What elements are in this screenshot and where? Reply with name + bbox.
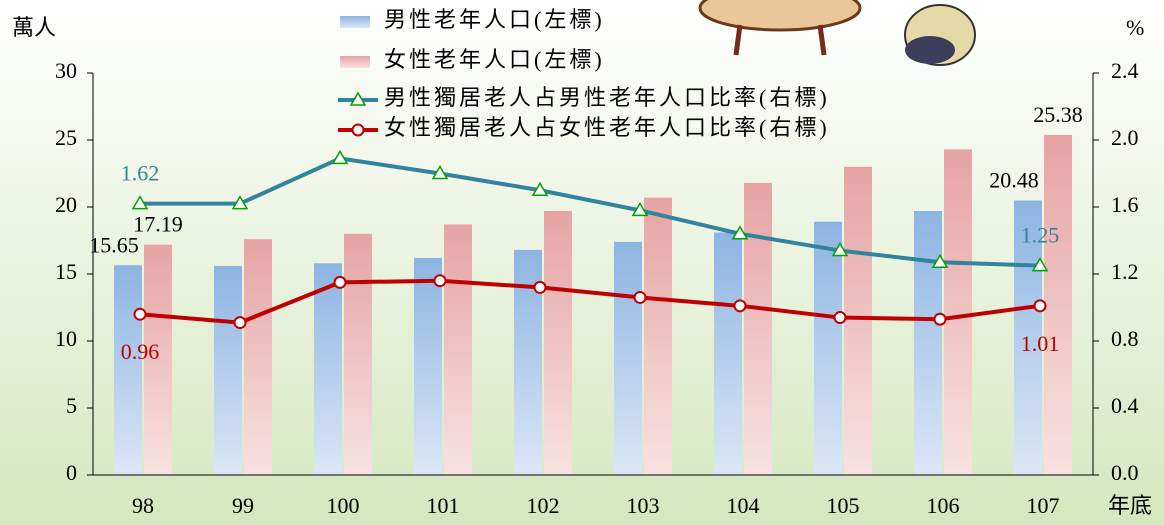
legend-item: 男性老年人口(左標) bbox=[340, 7, 605, 32]
illustration bbox=[698, 0, 976, 66]
marker bbox=[233, 316, 247, 330]
x-tick-label: 102 bbox=[527, 493, 560, 518]
marker bbox=[731, 225, 749, 240]
x-tick-label: 104 bbox=[727, 493, 760, 518]
y2-tick-label: 0.0 bbox=[1111, 460, 1139, 485]
bar bbox=[944, 149, 972, 475]
bar bbox=[644, 197, 672, 475]
legend-marker bbox=[349, 91, 367, 106]
y2-tick-label: 0.8 bbox=[1111, 326, 1139, 351]
data-label: 15.65 bbox=[89, 232, 139, 257]
bar bbox=[314, 263, 342, 475]
bar bbox=[144, 244, 172, 475]
data-label: 1.25 bbox=[1021, 223, 1060, 248]
x-tick-label: 106 bbox=[927, 493, 960, 518]
marker bbox=[533, 280, 547, 294]
bar bbox=[614, 241, 642, 475]
data-label: 20.48 bbox=[989, 168, 1039, 193]
bar bbox=[544, 211, 572, 475]
x-tick-label: 103 bbox=[627, 493, 660, 518]
legend-label: 女性老年人口(左標) bbox=[384, 47, 605, 72]
bar bbox=[714, 232, 742, 475]
x-tick-label: 105 bbox=[827, 493, 860, 518]
marker bbox=[331, 149, 349, 165]
marker bbox=[833, 311, 847, 325]
bar bbox=[914, 211, 942, 475]
marker bbox=[1031, 257, 1049, 272]
bar bbox=[344, 233, 372, 475]
legend-label: 男性老年人口(左標) bbox=[384, 7, 605, 32]
data-label: 1.01 bbox=[1021, 331, 1060, 356]
marker bbox=[531, 181, 549, 196]
legend-item: 女性獨居老人占女性老年人口比率(右標) bbox=[338, 115, 830, 140]
x-tick-label: 99 bbox=[232, 493, 254, 518]
bar bbox=[444, 224, 472, 475]
x-tick-label: 101 bbox=[427, 493, 460, 518]
y-tick-label: 15 bbox=[55, 259, 77, 284]
legend-swatch bbox=[340, 56, 370, 68]
marker bbox=[933, 312, 947, 326]
data-label: 25.38 bbox=[1033, 102, 1083, 127]
y2-tick-label: 1.2 bbox=[1111, 259, 1139, 284]
legend-swatch bbox=[340, 16, 370, 28]
x-axis-label: 年底 bbox=[1108, 493, 1152, 518]
bar bbox=[1014, 200, 1042, 475]
marker bbox=[931, 253, 949, 269]
x-tick-label: 98 bbox=[132, 493, 154, 518]
line bbox=[140, 156, 1041, 268]
legend-label: 男性獨居老人占男性老年人口比率(右標) bbox=[384, 85, 830, 110]
legend-label: 女性獨居老人占女性老年人口比率(右標) bbox=[384, 115, 830, 140]
data-label: 0.96 bbox=[121, 339, 160, 364]
bar bbox=[244, 239, 272, 475]
bar bbox=[814, 221, 842, 475]
marker bbox=[831, 242, 849, 257]
y-axis-label: 萬人 bbox=[12, 15, 56, 40]
marker bbox=[633, 290, 647, 304]
y2-tick-label: 2.4 bbox=[1111, 58, 1139, 83]
marker bbox=[131, 195, 149, 210]
bar bbox=[744, 182, 772, 475]
marker bbox=[631, 201, 649, 217]
y-tick-label: 30 bbox=[55, 58, 77, 83]
bar bbox=[214, 265, 242, 475]
line bbox=[139, 278, 1041, 325]
y2-tick-label: 2.0 bbox=[1111, 125, 1139, 150]
bar bbox=[1044, 134, 1072, 475]
y2-tick-label: 0.4 bbox=[1111, 393, 1139, 418]
x-tick-label: 100 bbox=[327, 493, 360, 518]
marker bbox=[733, 299, 747, 313]
legend-item: 女性老年人口(左標) bbox=[340, 47, 605, 72]
marker bbox=[231, 195, 249, 210]
x-tick-label: 107 bbox=[1027, 493, 1060, 518]
legend-item: 男性獨居老人占男性老年人口比率(右標) bbox=[338, 85, 830, 110]
marker bbox=[433, 274, 447, 288]
legend-marker bbox=[351, 123, 365, 137]
data-label: 17.19 bbox=[133, 212, 183, 237]
marker bbox=[333, 275, 347, 289]
y-tick-label: 5 bbox=[66, 393, 77, 418]
data-label: 1.62 bbox=[121, 161, 160, 186]
bar bbox=[414, 257, 442, 475]
marker bbox=[133, 307, 147, 321]
y-tick-label: 10 bbox=[55, 326, 77, 351]
y-tick-label: 20 bbox=[55, 192, 77, 217]
y2-tick-label: 1.6 bbox=[1111, 192, 1139, 217]
y-tick-label: 25 bbox=[55, 125, 77, 150]
marker bbox=[431, 165, 449, 180]
bar bbox=[844, 166, 872, 476]
y-tick-label: 0 bbox=[66, 460, 77, 485]
marker bbox=[1033, 299, 1047, 313]
y2-axis-label: % bbox=[1126, 15, 1144, 40]
bar bbox=[114, 265, 142, 475]
